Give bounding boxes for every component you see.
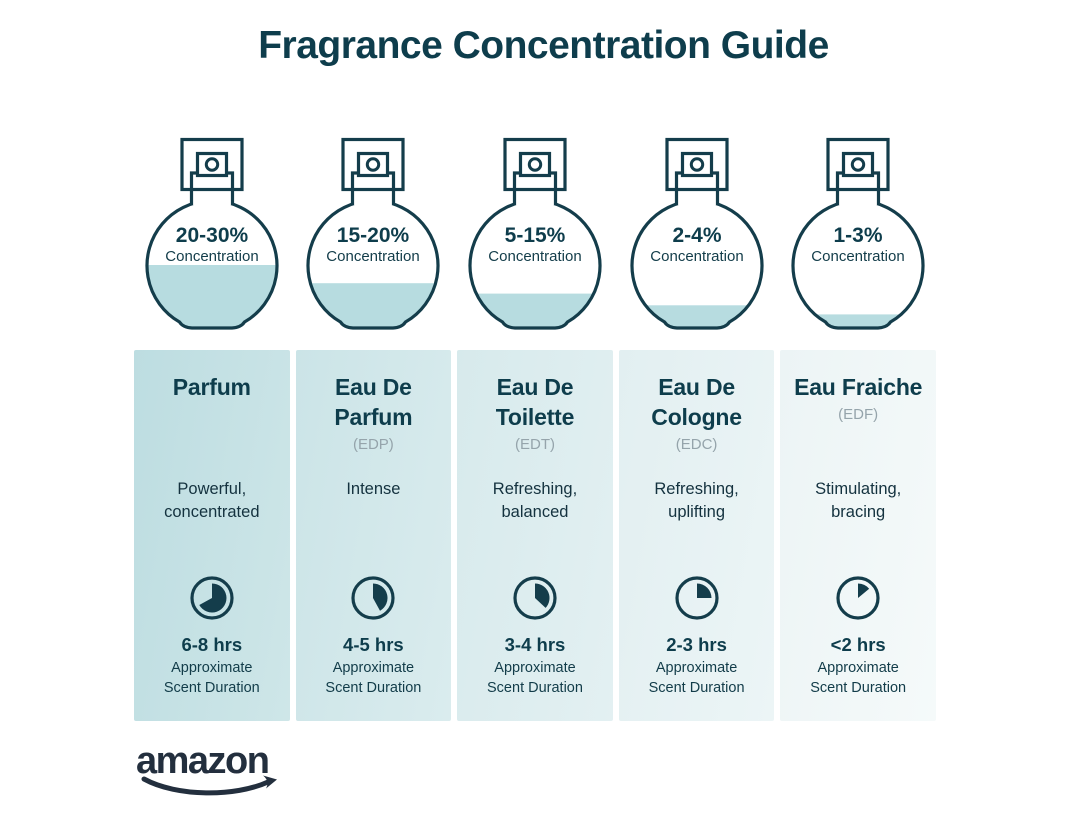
bottle-cap xyxy=(826,137,890,192)
scent-duration-value: 3-4 hrs xyxy=(504,634,566,655)
scent-duration-note: Approximate Scent Duration xyxy=(163,660,260,696)
fragrance-name: Parfum xyxy=(172,374,251,400)
bottle-body xyxy=(793,200,924,328)
bottle-percent: 15-20% xyxy=(337,224,410,247)
bottle-cap xyxy=(503,137,567,192)
scent-duration-clock-icon xyxy=(513,576,557,620)
fragrance-abbr xyxy=(134,406,290,424)
fragrance-column: Eau Fraiche (EDF) Stimulating, bracing <… xyxy=(780,350,936,721)
fragrance-description: Stimulating, bracing xyxy=(815,480,902,521)
perfume-bottle: 1-3% Concentration xyxy=(780,136,936,336)
bottle-percent-label: Concentration xyxy=(327,248,420,265)
bottle-nozzle-hole-icon xyxy=(366,157,381,172)
bottle-percent: 1-3% xyxy=(834,224,883,247)
bottle-nozzle-hole-icon xyxy=(689,157,704,172)
clock-wrap xyxy=(457,574,613,622)
perfume-bottle: 20-30% Concentration xyxy=(134,136,290,336)
fragrance-abbr: (EDC) xyxy=(675,436,718,453)
bottle-liquid-fill xyxy=(147,265,276,328)
bottle-nozzle-hole-icon xyxy=(204,157,219,172)
scent-duration-note: Approximate Scent Duration xyxy=(810,660,907,696)
fragrance-column: Eau De Parfum (EDP) Intense 4-5 hrs Appr… xyxy=(295,350,452,721)
fragrance-name: Eau De Cologne xyxy=(651,374,742,430)
bottle-percent-label: Concentration xyxy=(488,248,581,265)
scent-duration-note: Approximate Scent Duration xyxy=(648,660,745,696)
bottle-graphic: 20-30% Concentration xyxy=(145,137,279,330)
perfume-bottle: 15-20% Concentration xyxy=(296,136,452,336)
fragrance-description: Refreshing, balanced xyxy=(492,480,578,521)
scent-duration-value: 4-5 hrs xyxy=(343,634,404,655)
fragrance-abbr: (EDT) xyxy=(514,436,555,453)
clock-wrap xyxy=(134,574,290,622)
bottle-percent: 2-4% xyxy=(672,224,721,247)
scent-duration-clock-icon xyxy=(674,576,719,620)
scent-duration-note: Approximate Scent Duration xyxy=(325,660,422,696)
clock-wrap xyxy=(619,574,775,622)
bottle-liquid-fill xyxy=(309,283,438,328)
perfume-bottle: 5-15% Concentration xyxy=(457,136,613,336)
bottles-row: 20-30% Concentration 15-20% Concentratio… xyxy=(134,136,936,336)
scent-duration-note: Approximate Scent Duration xyxy=(487,660,583,696)
clock-wrap xyxy=(296,574,452,622)
page-title: Fragrance Concentration Guide xyxy=(258,24,829,67)
fragrance-abbr: (EDP) xyxy=(352,436,394,453)
fragrance-abbr: (EDF) xyxy=(838,406,879,423)
fragrance-columns: Parfum Powerful, concentrated 6-8 hrs Ap… xyxy=(134,350,936,721)
bottle-body xyxy=(631,200,762,328)
amazon-logo: amazon xyxy=(136,742,286,799)
fragrance-column: Parfum Powerful, concentrated 6-8 hrs Ap… xyxy=(134,350,290,721)
scent-duration-clock-icon xyxy=(836,576,880,620)
scent-duration-clock-icon xyxy=(351,576,395,620)
scent-duration-value: 2-3 hrs xyxy=(666,634,727,655)
bottle-nozzle-hole-icon xyxy=(850,157,866,172)
bottle-cap xyxy=(180,137,244,192)
bottle-nozzle-hole-icon xyxy=(527,157,543,172)
fragrance-name: Eau De Parfum xyxy=(334,374,413,430)
scent-duration-value: 6-8 hrs xyxy=(181,634,243,655)
bottle-percent: 20-30% xyxy=(176,224,249,247)
fragrance-column: Eau De Toilette (EDT) Refreshing, balanc… xyxy=(457,350,613,721)
fragrance-name: Eau De Toilette xyxy=(495,374,575,430)
scent-duration-value: <2 hrs xyxy=(830,634,886,655)
bottle-cap xyxy=(341,137,405,192)
clock-wrap xyxy=(780,574,936,622)
scent-duration-clock-icon xyxy=(190,576,234,620)
bottle-graphic: 5-15% Concentration xyxy=(468,137,602,330)
bottle-liquid-fill xyxy=(632,305,761,328)
bottle-percent-label: Concentration xyxy=(165,248,258,265)
bottle-percent-label: Concentration xyxy=(650,248,743,265)
perfume-bottle: 2-4% Concentration xyxy=(619,136,775,336)
fragrance-description: Intense xyxy=(346,480,401,498)
bottle-percent-label: Concentration xyxy=(811,248,904,265)
amazon-smile-icon xyxy=(141,775,277,796)
bottle-graphic: 15-20% Concentration xyxy=(306,137,440,330)
amazon-logo-text: amazon xyxy=(136,740,270,782)
fragrance-column: Eau De Cologne (EDC) Refreshing, uplifti… xyxy=(618,350,775,721)
bottle-graphic: 1-3% Concentration xyxy=(791,137,925,330)
fragrance-description: Powerful, concentrated xyxy=(164,480,260,521)
bottle-graphic: 2-4% Concentration xyxy=(629,137,764,330)
bottle-percent: 5-15% xyxy=(505,224,566,247)
fragrance-name: Eau Fraiche xyxy=(794,374,923,400)
bottle-cap xyxy=(664,137,729,192)
fragrance-description: Refreshing, uplifting xyxy=(654,480,739,521)
